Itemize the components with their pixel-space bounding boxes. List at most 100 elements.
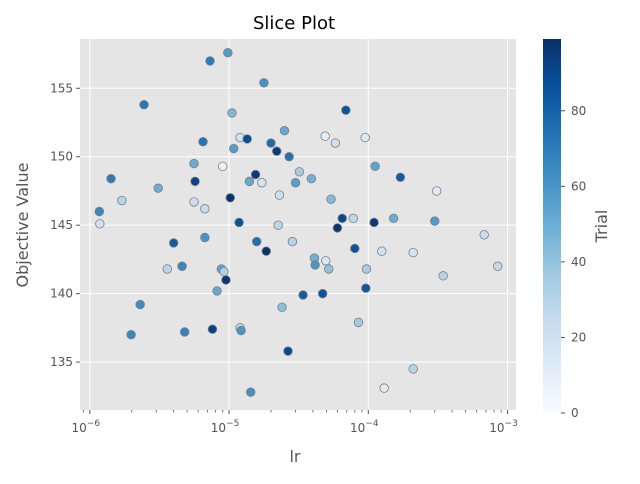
y-tick-label: 135 [50,355,73,369]
data-point [223,47,233,58]
data-point [479,230,489,240]
plot-area [80,39,516,410]
data-point [205,56,215,66]
data-point [179,327,190,337]
data-point [190,176,200,187]
x-tick-label: 10−4 [350,419,379,435]
data-point [279,126,290,136]
data-point [242,134,252,144]
data-point [353,317,364,328]
data-point [360,132,370,143]
y-axis: 135 140 145 150 155 [50,81,80,369]
colorbar-tick-label: 20 [571,330,586,344]
x-tick-label: 10−3 [489,419,518,435]
data-point [283,346,293,356]
data-point [177,261,187,271]
data-point [298,290,308,300]
colorbar-label: Trial [592,210,611,244]
data-point [272,146,282,156]
data-point [310,260,320,270]
data-point [337,213,347,224]
data-point [234,217,244,228]
colorbar-gradient [543,39,561,413]
data-point [320,131,330,141]
data-point [294,167,305,177]
data-point [341,105,351,115]
data-point [361,264,372,274]
data-point [273,220,283,230]
data-point [94,206,105,217]
data-point [332,223,343,233]
y-axis-label: Objective Value [13,163,32,288]
data-points [94,47,503,397]
data-point [198,136,208,147]
data-point [326,194,336,204]
colorbar-ticks: 0 20 40 60 80 [561,104,586,420]
data-point [290,178,301,188]
data-point [250,169,261,180]
data-point [135,299,145,310]
data-point [106,173,116,184]
data-point [117,195,127,206]
data-point [259,78,269,88]
data-point [229,143,239,154]
data-point [348,213,358,224]
data-point [200,204,210,214]
data-point [95,219,105,229]
colorbar: 0 20 40 60 80 Trial [543,39,611,420]
y-tick-label: 155 [50,81,73,95]
data-point [388,213,399,224]
data-point [379,383,389,393]
data-point [324,264,334,274]
data-point [266,138,276,148]
data-point [261,246,271,256]
data-point [277,302,287,313]
data-point [430,216,440,226]
data-point [350,243,360,254]
data-point [408,247,418,258]
data-point [126,330,136,340]
data-point [245,387,256,397]
data-point [306,173,317,184]
data-point [227,108,237,118]
colorbar-tick-label: 40 [571,255,586,269]
x-tick-label: 10−6 [72,419,101,435]
data-point [377,246,387,256]
data-point [408,364,418,374]
data-point [153,183,163,193]
data-point [225,193,235,203]
data-point [189,197,199,207]
colorbar-tick-label: 0 [571,406,579,420]
data-point [361,283,371,293]
colorbar-tick-label: 80 [571,104,586,118]
data-point [212,286,222,296]
data-point [236,325,246,336]
data-point [200,232,210,243]
data-point [493,261,503,271]
data-point [168,238,179,248]
x-axis-label: lr [289,447,300,466]
data-point [189,158,199,169]
chart-title: Slice Plot [253,13,335,34]
y-tick-label: 145 [50,218,73,232]
data-point [370,161,380,172]
data-point [252,236,262,247]
y-tick-label: 140 [50,287,73,301]
data-point [274,190,285,200]
data-point [244,176,255,187]
data-point [162,264,172,274]
data-point [257,178,267,188]
data-point [219,267,229,277]
data-point [321,256,331,266]
data-point [395,172,406,182]
y-tick-label: 150 [50,150,73,164]
data-point [217,161,228,172]
data-point [317,288,328,299]
x-axis: 10−6 10−5 10−4 10−3 [72,410,518,435]
data-point [432,186,442,196]
data-point [369,217,379,228]
data-point [221,275,231,285]
data-point [139,100,149,110]
